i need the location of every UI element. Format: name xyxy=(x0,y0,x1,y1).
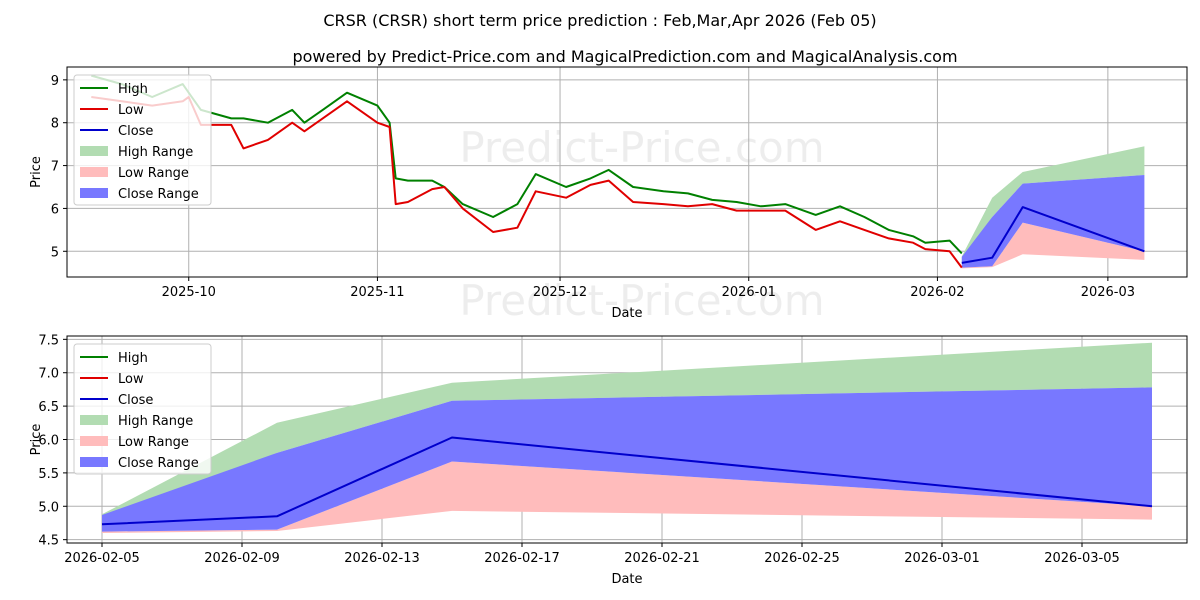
legend-box xyxy=(73,343,212,475)
x-tick-label: 2026-02 xyxy=(910,285,964,300)
legend-label: High xyxy=(118,82,148,97)
legend: High Low Close High Range Low Range Close Ran… xyxy=(73,343,212,475)
legend-label: Low Range xyxy=(118,435,189,450)
y-tick-label: 5 xyxy=(51,245,59,260)
close-range-band xyxy=(961,175,1145,268)
legend-swatch-patch xyxy=(80,457,108,467)
low-range-band xyxy=(102,461,1152,533)
chart-subtitle: powered by Predict-Price.com and Magical… xyxy=(292,47,957,66)
x-axis-label: Date xyxy=(611,306,642,321)
x-tick-label: 2025-10 xyxy=(162,285,216,300)
axes-frame xyxy=(66,66,1188,278)
y-tick-label: 6.5 xyxy=(38,400,59,415)
x-tick-label: 2026-03-05 xyxy=(1044,551,1120,566)
x-tick-label: 2026-02-13 xyxy=(344,551,420,566)
x-tick-label: 2026-02-17 xyxy=(484,551,560,566)
y-tick-label: 5.0 xyxy=(38,500,59,515)
legend-swatch-patch xyxy=(80,415,108,425)
legend-label: Close xyxy=(118,393,153,408)
y-axis-label: Price xyxy=(29,156,44,188)
axes-frame xyxy=(66,335,1188,544)
close-range-band xyxy=(102,387,1152,532)
y-tick-label: 6 xyxy=(51,202,59,217)
x-tick-label: 2026-02-09 xyxy=(204,551,280,566)
chart-title: CRSR (CRSR) short term price prediction … xyxy=(323,11,876,30)
legend-label: Low Range xyxy=(118,166,189,181)
y-tick-label: 9 xyxy=(51,74,59,89)
close-series-line xyxy=(101,436,1153,526)
x-axis-label: Date xyxy=(611,572,642,587)
plot-panel-overview: Predict-Price.comPredict-Price.com2025-1… xyxy=(29,66,1188,325)
legend-label: High Range xyxy=(118,145,193,160)
x-tick-label: 2025-12 xyxy=(533,285,587,300)
watermark-text: Predict-Price.com xyxy=(459,276,824,325)
series-group xyxy=(101,342,1153,533)
watermark-text: Predict-Price.com xyxy=(459,123,824,172)
close-series-line xyxy=(961,206,1145,264)
legend-label: High xyxy=(118,351,148,366)
legend-label: Low xyxy=(118,372,144,387)
legend-swatch-patch xyxy=(80,146,108,156)
x-tick-label: 2026-01 xyxy=(722,285,776,300)
high-range-band xyxy=(961,146,1145,263)
y-tick-label: 7 xyxy=(51,160,59,175)
low-range-band xyxy=(961,222,1145,269)
y-tick-label: 5.5 xyxy=(38,467,59,482)
legend-swatch-patch xyxy=(80,436,108,446)
y-tick-label: 6.0 xyxy=(38,434,59,449)
y-tick-label: 8 xyxy=(51,117,59,132)
legend-label: High Range xyxy=(118,414,193,429)
y-tick-label: 4.5 xyxy=(38,534,59,549)
y-tick-label: 7.0 xyxy=(38,367,59,382)
legend-label: Close Range xyxy=(118,187,199,202)
low-series-line xyxy=(91,96,963,269)
high-range-band xyxy=(102,342,1152,525)
plot-panel-forecast: Predict-Price.com2026-02-052026-02-09202… xyxy=(29,333,1188,587)
legend: High Low Close High Range Low Range Close Ran… xyxy=(73,74,212,206)
legend-swatch-patch xyxy=(80,188,108,198)
legend-box xyxy=(73,74,212,206)
legend-label: Close xyxy=(118,124,153,139)
x-tick-label: 2026-02-21 xyxy=(624,551,700,566)
high-series-line xyxy=(91,74,963,255)
legend-swatch-patch xyxy=(80,167,108,177)
x-tick-label: 2026-03 xyxy=(1081,285,1135,300)
series-group xyxy=(91,74,1145,269)
x-tick-label: 2025-11 xyxy=(350,285,404,300)
x-tick-label: 2026-03-01 xyxy=(904,551,980,566)
legend-label: Close Range xyxy=(118,456,199,471)
y-axis-label: Price xyxy=(29,424,44,456)
x-tick-label: 2026-02-05 xyxy=(64,551,140,566)
legend-label: Low xyxy=(118,103,144,118)
x-tick-label: 2026-02-25 xyxy=(764,551,840,566)
y-tick-label: 7.5 xyxy=(38,333,59,348)
